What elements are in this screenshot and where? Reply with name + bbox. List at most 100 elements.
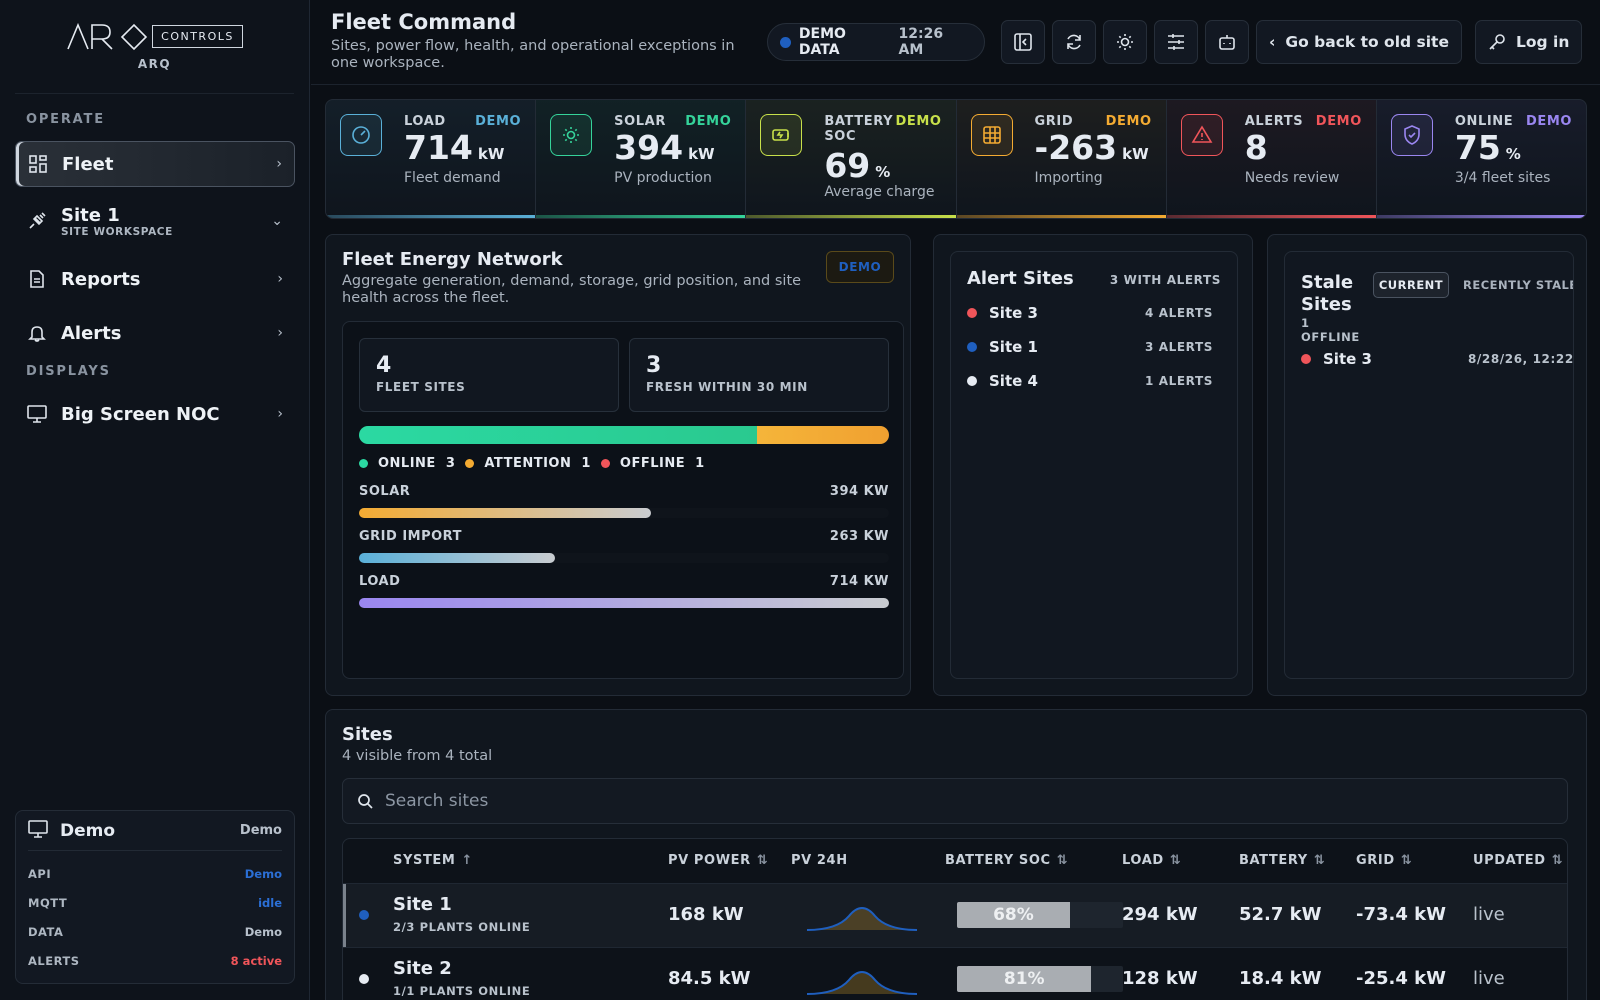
kpi-card-battery-soc: BATTERY SOC DEMO 69% Average charge xyxy=(746,100,957,218)
health-online-fill xyxy=(359,426,757,444)
table-row[interactable]: Site 1 2/3 PLANTS ONLINE 168 kW 68% 294 kW 52… xyxy=(343,883,1567,947)
alert-site-row[interactable]: Site 4 1 ALERTS xyxy=(967,372,1213,390)
sidebar-item-alerts[interactable]: Alerts › xyxy=(15,310,295,356)
tab-recently-stale[interactable]: RECENTLY STALE xyxy=(1463,278,1574,292)
sidebar-item-noc[interactable]: Big Screen NOC › xyxy=(15,391,295,437)
flow-label-row: SOLAR 394 KW xyxy=(359,484,889,499)
kpi-caption: 3/4 fleet sites xyxy=(1454,170,1551,186)
column-header-system[interactable]: SYSTEM ↑ xyxy=(393,853,473,868)
kpi-strip: LOAD DEMO 714 kW Fleet demand SOLAR DEMO 394 kW P… xyxy=(325,99,1587,219)
battery-soc-fill: 81% xyxy=(957,966,1092,992)
kpi-accent-bar xyxy=(956,215,1166,218)
sites-table: SYSTEM ↑ PV POWER ⇅ PV 24H BATTERY SOC ⇅ LOAD ⇅ B… xyxy=(342,838,1568,1000)
kpi-caption: Average charge xyxy=(824,184,935,200)
kpi-demo-badge: DEMO xyxy=(475,114,522,129)
flow-value: 263 KW xyxy=(829,529,889,544)
flow-value: 714 KW xyxy=(829,574,889,589)
sites-title: Sites xyxy=(342,724,393,745)
updated-value: live xyxy=(1473,904,1505,925)
demo-title: Demo xyxy=(60,820,116,841)
fleet-energy-network-panel: Fleet Energy Network Aggregate generatio… xyxy=(325,234,911,696)
brand[interactable]: CONTROLS ARQ xyxy=(15,0,294,94)
demo-row-value: Demo xyxy=(244,924,282,939)
kpi-card-grid: GRID DEMO -263 kW Importing xyxy=(956,100,1167,218)
demo-status-card: Demo Demo API Demo MQTT idle DATA Demo ALERTS 8… xyxy=(15,810,295,984)
demo-badge: DEMO xyxy=(826,251,894,283)
table-row[interactable]: Site 2 1/1 PLANTS ONLINE 84.5 kW 81% 128 kW 1… xyxy=(343,947,1567,1000)
alert-sites-count: 3 WITH ALERTS xyxy=(1109,273,1221,287)
collapse-sidebar-button[interactable] xyxy=(1001,20,1045,64)
kpi-value-number: -263 xyxy=(1034,128,1118,167)
search-icon xyxy=(358,794,373,809)
theme-toggle-button[interactable] xyxy=(1103,20,1147,64)
health-legend: ONLINE 3 ATTENTION 1 OFFLINE 1 xyxy=(359,456,705,471)
sidebar-item-site1[interactable]: Site 1 SITE WORKSPACE ⌄ xyxy=(15,198,295,244)
network-subtitle: Aggregate generation, demand, storage, g… xyxy=(342,273,802,306)
column-header-load[interactable]: LOAD ⇅ xyxy=(1122,853,1181,868)
chevron-right-icon: › xyxy=(277,271,283,287)
offline-dot xyxy=(600,459,610,468)
brand-sub: ARQ xyxy=(137,56,172,71)
kpi-value: 394 kW xyxy=(614,128,714,167)
kpi-value-number: 75 xyxy=(1454,128,1501,167)
stale-sub: 1 OFFLINE xyxy=(1301,316,1360,344)
grid-icon xyxy=(970,114,1013,156)
column-header-grid[interactable]: GRID ⇅ xyxy=(1356,853,1412,868)
kpi-label: LOAD xyxy=(404,114,446,129)
kpi-label: GRID xyxy=(1034,114,1074,129)
alert-site-count: 3 ALERTS xyxy=(1145,340,1213,354)
kpi-value: -263 kW xyxy=(1035,128,1149,167)
section-displays: DISPLAYS xyxy=(26,364,111,379)
search-input[interactable] xyxy=(385,791,1485,811)
alert-site-count: 1 ALERTS xyxy=(1145,374,1213,388)
monitor-icon xyxy=(27,404,47,424)
main: Fleet Command Sites, power flow, health,… xyxy=(311,0,1600,1000)
demo-row-key: ALERTS xyxy=(28,953,80,968)
column-header-battery[interactable]: BATTERY ⇅ xyxy=(1239,853,1325,868)
demo-badge: Demo xyxy=(239,823,282,838)
demo-data-pill: DEMO DATA 12:26 AM xyxy=(767,23,985,61)
login-button[interactable]: Log in xyxy=(1475,20,1583,64)
pv-24h-sparkline xyxy=(806,962,918,1000)
settings-button[interactable] xyxy=(1154,20,1198,64)
kpi-unit: % xyxy=(875,163,891,181)
column-header-battery-soc[interactable]: BATTERY SOC ⇅ xyxy=(945,853,1068,868)
refresh-button[interactable] xyxy=(1052,20,1096,64)
flow-bar xyxy=(359,508,889,518)
stale-sites-panel: Stale Sites 1 OFFLINE CURRENT RECENTLY STA… xyxy=(1267,234,1587,696)
flow-bar-fill xyxy=(359,508,651,518)
kpi-accent-bar xyxy=(326,215,536,218)
search-box[interactable] xyxy=(342,778,1568,824)
column-header-pv-power[interactable]: PV POWER ⇅ xyxy=(668,853,768,868)
alert-site-row[interactable]: Site 1 3 ALERTS xyxy=(967,338,1213,356)
sort-icon: ⇅ xyxy=(756,853,769,868)
battery-value: 18.4 kW xyxy=(1239,968,1322,989)
stale-site-row[interactable]: Site 3 8/28/26, 12:22 AM xyxy=(1301,350,1573,368)
site-plants: 2/3 PLANTS ONLINE xyxy=(393,920,531,934)
sort-icon: ⇅ xyxy=(1169,853,1182,868)
site-name: Site 1 xyxy=(393,894,452,915)
demo-row-key: DATA xyxy=(28,924,64,939)
alert-site-name: Site 4 xyxy=(989,372,1038,390)
kpi-unit: % xyxy=(1505,145,1521,163)
sort-icon: ↑ xyxy=(461,853,473,868)
alert-site-row[interactable]: Site 3 4 ALERTS xyxy=(967,304,1213,322)
sites-panel: Sites 4 visible from 4 total SYSTEM ↑ PV P… xyxy=(325,709,1587,1000)
clock-time: 12:26 AM xyxy=(898,26,944,58)
chevron-right-icon: › xyxy=(276,156,282,172)
sidebar-item-fleet[interactable]: Fleet › xyxy=(15,141,295,187)
key-icon xyxy=(1489,34,1505,50)
demo-row: API Demo xyxy=(28,859,282,888)
alert-status-dot xyxy=(967,308,977,318)
column-header-updated[interactable]: UPDATED ⇅ xyxy=(1473,853,1563,868)
flow-bar xyxy=(359,553,889,563)
assistant-button[interactable] xyxy=(1205,20,1249,64)
attention-label: ATTENTION xyxy=(484,456,572,471)
go-back-button[interactable]: ‹ Go back to old site xyxy=(1256,20,1462,64)
sidebar-item-reports[interactable]: Reports › xyxy=(15,256,295,302)
kpi-demo-badge: DEMO xyxy=(1315,114,1362,129)
column-header-pv-24h[interactable]: PV 24H xyxy=(791,853,848,868)
sites-subtitle: 4 visible from 4 total xyxy=(342,748,493,764)
stale-count-label: OFFLINE xyxy=(1301,330,1360,344)
tab-current[interactable]: CURRENT xyxy=(1373,272,1449,298)
